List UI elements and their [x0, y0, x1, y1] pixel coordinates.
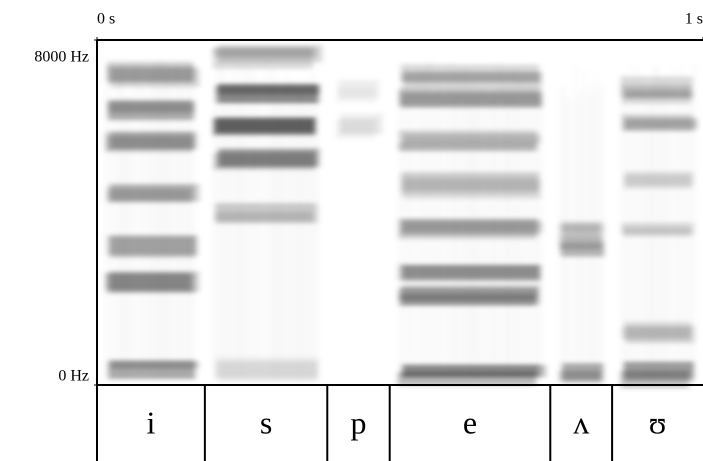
chart: 0 s 1 s 0 Hz 8000 Hz i s p e ʌ ʊ	[0, 0, 703, 461]
segment-label: i	[146, 404, 155, 440]
formant-band	[622, 327, 692, 338]
segment-label: e	[463, 404, 477, 440]
x-tick-label: 1 s	[685, 11, 703, 28]
segment-label: s	[260, 404, 272, 440]
segment-label: ʌ	[573, 404, 589, 440]
x-tick-label: 0 s	[97, 11, 115, 28]
formant-band	[215, 357, 318, 377]
formant-band	[340, 117, 381, 134]
y-tick-label: 0 Hz	[58, 368, 89, 385]
formant-band	[337, 87, 376, 103]
formant-band	[107, 136, 195, 150]
y-tick-label: 8000 Hz	[34, 49, 89, 66]
formant-band	[398, 372, 536, 386]
formant-band	[110, 271, 199, 292]
formant-band	[398, 218, 536, 239]
formant-band	[562, 363, 603, 383]
spectrogram-texture	[105, 45, 697, 389]
formant-band	[108, 360, 194, 379]
segment-label: ʊ	[649, 404, 667, 440]
formant-band	[561, 244, 604, 258]
segment-label: p	[350, 404, 366, 440]
formant-band	[401, 285, 539, 304]
formant-band	[214, 48, 318, 57]
formant-band	[399, 143, 536, 152]
formant-band	[107, 235, 196, 255]
formant-band	[213, 117, 316, 136]
